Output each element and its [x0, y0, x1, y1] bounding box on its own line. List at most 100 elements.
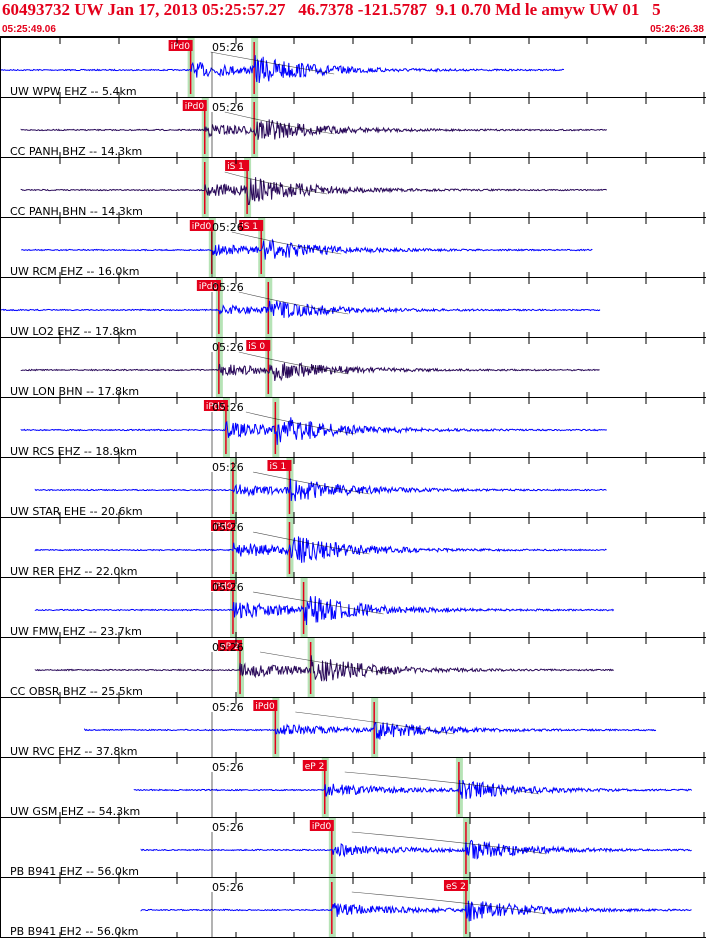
station-label: UW FMW EHZ -- 23.7km — [10, 625, 142, 638]
station-label: UW LON BHN -- 17.8km — [10, 385, 139, 398]
pick-label: iS 1 — [241, 222, 258, 232]
travel-curve — [351, 831, 547, 855]
pick-tag[interactable] — [189, 220, 214, 231]
station-label: CC PANH BHZ -- 14.3km — [10, 145, 142, 158]
waveform — [34, 536, 607, 563]
station-label: UW GSM EHZ -- 54.3km — [10, 805, 140, 818]
minute-label: 05:26 — [212, 701, 244, 714]
travel-curve — [238, 291, 349, 315]
pick-tag[interactable] — [218, 640, 243, 651]
pick-label: iPd0 — [171, 42, 191, 52]
travel-curve — [351, 891, 547, 915]
station-label: UW RER EHZ -- 22.0km — [10, 565, 137, 578]
minute-label: 05:26 — [212, 581, 244, 594]
waveform — [34, 478, 607, 502]
travel-curve — [252, 471, 370, 495]
station-label: PB B941 EH2 -- 56.0km — [10, 925, 138, 938]
waveform — [0, 55, 565, 84]
pick-label: iS 0 — [248, 342, 265, 352]
pick-tag[interactable] — [210, 580, 235, 591]
trace-row[interactable]: iS 0 05:26 UW LON BHN -- 17.8km — [0, 338, 706, 398]
waveform — [133, 779, 693, 800]
station-label: UW RCM EHZ -- 16.0km — [10, 265, 139, 278]
minute-label: 05:26 — [212, 101, 244, 114]
pick-tag[interactable] — [210, 520, 235, 531]
pick-tag[interactable] — [182, 100, 207, 111]
minute-label: 05:26 — [212, 41, 244, 54]
travel-curve — [252, 531, 370, 555]
travel-curve — [259, 651, 391, 675]
waveform — [34, 596, 615, 626]
station-label: CC PANH BHN -- 14.3km — [10, 205, 143, 218]
waveform — [20, 177, 607, 205]
pick-tag[interactable] — [203, 400, 228, 411]
travel-curve — [224, 171, 328, 195]
travel-curve — [295, 711, 455, 735]
pick-tag[interactable] — [302, 760, 327, 771]
station-label: CC OBSR BHZ -- 25.5km — [10, 685, 143, 698]
pick-label: eP 2 — [305, 762, 325, 772]
trace-row[interactable]: iS 1 CC PANH BHN -- 14.3km — [0, 158, 706, 218]
trace-row[interactable]: iS 1 05:26 UW STAR EHE -- 20.6km — [0, 458, 706, 518]
trace-row[interactable]: eS 2 05:26 PB B941 EH2 -- 56.0km — [0, 878, 706, 938]
travel-curve — [245, 411, 356, 435]
trace-row[interactable]: eP 2 05:26 UW GSM EHZ -- 54.3km — [0, 758, 706, 818]
minute-label: 05:26 — [212, 281, 244, 294]
travel-curve — [224, 111, 335, 135]
waveform — [20, 362, 600, 382]
waveform — [140, 839, 692, 860]
pick-tag[interactable] — [253, 700, 278, 711]
minute-label: 05:26 — [212, 461, 244, 474]
waveform — [20, 417, 608, 445]
pick-label: iPd0 — [192, 222, 212, 232]
pick-label: iPd0 — [199, 282, 219, 292]
travel-curve — [238, 351, 349, 375]
trace-row[interactable]: iPd0 05:26 PB B941 EHZ -- 56.0km — [0, 818, 706, 878]
minute-label: 05:26 — [212, 221, 244, 234]
pick-tag[interactable] — [239, 220, 264, 231]
travel-curve — [252, 591, 384, 615]
start-time-label: 05:25:49.06 — [2, 24, 56, 35]
pick-label: iPd0 — [312, 822, 332, 832]
trace-row[interactable]: iPd0 05:26 UW WPW EHZ -- 5.4km — [0, 38, 706, 98]
pick-label: iS 1 — [269, 462, 286, 472]
pick-label: eP 2 — [220, 642, 240, 652]
pick-label: iPd0 — [213, 522, 233, 532]
pick-tag[interactable] — [443, 880, 468, 891]
trace-row[interactable]: iPd0 05:26 CC PANH BHZ -- 14.3km — [0, 98, 706, 158]
minute-label: 05:26 — [212, 521, 244, 534]
waveform — [84, 721, 657, 740]
pick-label: iPd0 — [255, 702, 275, 712]
station-label: UW LO2 EHZ -- 17.8km — [10, 325, 137, 338]
pick-label: iPd0 — [213, 582, 233, 592]
pick-tag[interactable] — [267, 460, 292, 471]
travel-curve — [210, 51, 335, 75]
waveform — [0, 300, 601, 319]
pick-tag[interactable] — [196, 280, 221, 291]
station-label: UW WPW EHZ -- 5.4km — [10, 85, 137, 98]
station-label: UW STAR EHE -- 20.6km — [10, 505, 143, 518]
pick-label: iS 1 — [227, 162, 244, 172]
trace-row[interactable]: iPd0 iS 105:26 UW RCM EHZ -- 16.0km — [0, 218, 706, 278]
event-header: 60493732 UW Jan 17, 2013 05:25:57.27 46.… — [0, 0, 706, 38]
station-label: UW RVC EHZ -- 37.8km — [10, 745, 137, 758]
pick-tag[interactable] — [246, 340, 271, 351]
header-divider — [0, 36, 706, 38]
pick-label: iPd0 — [206, 402, 226, 412]
minute-label: 05:26 — [212, 401, 244, 414]
minute-label: 05:26 — [212, 761, 244, 774]
pick-tag[interactable] — [168, 40, 193, 51]
minute-label: 05:26 — [212, 821, 244, 834]
trace-row[interactable]: iPd0 05:26 UW RVC EHZ -- 37.8km — [0, 698, 706, 758]
pick-tag[interactable] — [309, 820, 334, 831]
station-label: PB B941 EHZ -- 56.0km — [10, 865, 139, 878]
event-title: 60493732 UW Jan 17, 2013 05:25:57.27 46.… — [2, 0, 661, 19]
pick-tag[interactable] — [225, 160, 250, 171]
minute-label: 05:26 — [212, 881, 244, 894]
trace-row[interactable]: eP 205:26 CC OBSR BHZ -- 25.5km — [0, 638, 706, 698]
